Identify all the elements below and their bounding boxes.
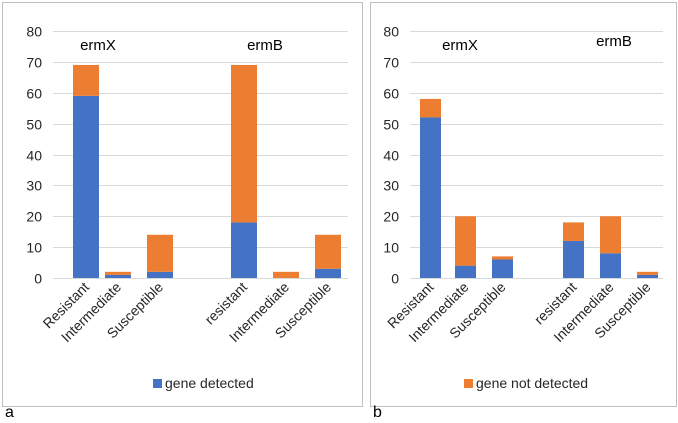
bar-gene-detected	[492, 259, 513, 278]
y-tick-label: 0	[391, 271, 399, 287]
y-tick-label: 50	[26, 117, 42, 133]
y-tick-label: 80	[383, 24, 399, 40]
bar-gene-detected	[637, 274, 658, 278]
y-tick-label: 70	[26, 55, 42, 71]
bar-gene-not-detected	[73, 64, 99, 96]
legend-label: gene not detected	[476, 375, 588, 391]
group-label: ermB	[596, 33, 632, 50]
y-tick-label: 20	[383, 209, 399, 225]
y-tick-label: 20	[26, 209, 42, 225]
bar-gene-not-detected	[563, 222, 584, 241]
bar-gene-not-detected	[600, 216, 621, 254]
bar-gene-not-detected	[637, 271, 658, 275]
chart-panel-a: 01020304050607080ResistantIntermediateSu…	[2, 2, 363, 407]
bar-gene-not-detected	[315, 234, 341, 269]
bar-gene-not-detected	[147, 234, 173, 272]
y-tick-label: 10	[26, 240, 42, 256]
bar-gene-detected	[73, 95, 99, 279]
bar-gene-not-detected	[420, 98, 441, 118]
panel-label-a: a	[5, 404, 14, 421]
legend-swatch	[464, 379, 473, 388]
chart-frame	[370, 2, 677, 407]
y-tick-label: 40	[26, 148, 42, 164]
bar-gene-detected	[231, 222, 257, 278]
group-label: ermB	[247, 37, 283, 54]
legend-label: gene detected	[165, 375, 254, 391]
bar-gene-detected	[147, 271, 173, 278]
y-tick-label: 40	[383, 148, 399, 164]
bar-gene-not-detected	[492, 256, 513, 260]
group-label: ermX	[80, 37, 116, 54]
y-tick-label: 10	[383, 240, 399, 256]
y-tick-label: 30	[26, 178, 42, 194]
y-tick-label: 80	[26, 24, 42, 40]
group-label: ermX	[442, 37, 478, 54]
bar-gene-not-detected	[231, 64, 257, 223]
bar-gene-detected	[455, 265, 476, 278]
bar-gene-detected	[315, 268, 341, 278]
bar-gene-not-detected	[273, 271, 299, 278]
y-tick-label: 60	[383, 86, 399, 102]
chart-frame	[2, 2, 363, 407]
legend-swatch	[153, 379, 162, 388]
panel-label-b: b	[373, 404, 382, 421]
bar-gene-detected	[600, 253, 621, 278]
y-tick-label: 60	[26, 86, 42, 102]
y-tick-label: 50	[383, 117, 399, 133]
y-tick-label: 0	[34, 271, 42, 287]
chart-panel-b: 01020304050607080ResistantIntermediateSu…	[370, 2, 677, 407]
bar-gene-not-detected	[455, 216, 476, 266]
bar-gene-detected	[105, 274, 131, 278]
bar-gene-detected	[563, 240, 584, 278]
y-tick-label: 30	[383, 178, 399, 194]
y-tick-label: 70	[383, 55, 399, 71]
bar-gene-not-detected	[105, 271, 131, 275]
bar-gene-detected	[420, 117, 441, 278]
